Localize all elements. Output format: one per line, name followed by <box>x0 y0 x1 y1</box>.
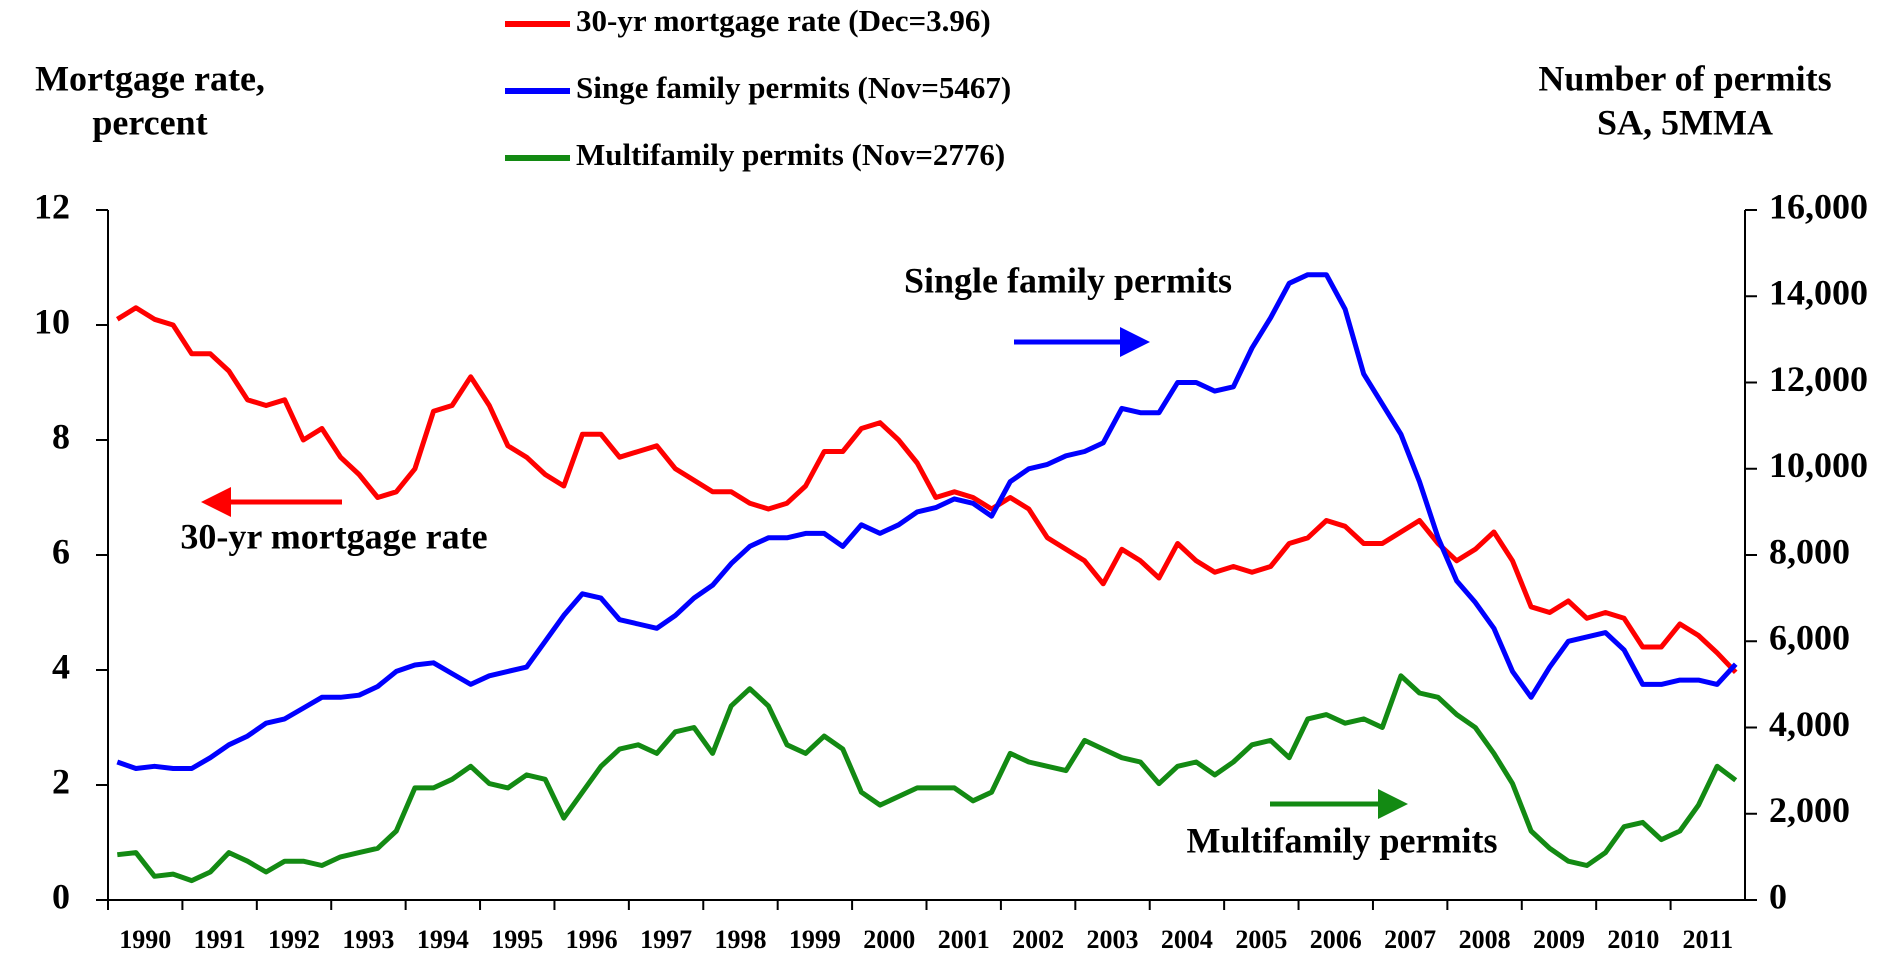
y-tick-label: 0 <box>52 876 70 916</box>
x-tick-label: 1990 <box>119 925 171 954</box>
x-tick-label: 1996 <box>566 925 618 954</box>
x-tick-label: 1997 <box>640 925 692 954</box>
x-tick-label: 2007 <box>1384 925 1436 954</box>
y-tick-label: 10 <box>34 301 70 341</box>
legend-label: Singe family permits (Nov=5467) <box>576 70 1011 105</box>
y-tick-label: 6 <box>52 531 70 571</box>
x-tick-label: 2006 <box>1310 925 1362 954</box>
series-line <box>115 305 1738 675</box>
x-tick-label: 2005 <box>1235 925 1287 954</box>
y2-tick-label: 10,000 <box>1769 445 1868 485</box>
y2-tick-label: 4,000 <box>1769 704 1850 744</box>
y2-tick-label: 12,000 <box>1769 359 1868 399</box>
legend-label: Multifamily permits (Nov=2776) <box>576 137 1005 172</box>
y2-tick-label: 6,000 <box>1769 618 1850 658</box>
x-tick-label: 2003 <box>1087 925 1139 954</box>
x-tick-label: 1995 <box>491 925 543 954</box>
x-tick-label: 2000 <box>863 925 915 954</box>
series-line <box>116 272 1738 771</box>
annotation: Multifamily permits <box>1187 820 1498 860</box>
y-tick-label: 8 <box>52 416 70 456</box>
y2-tick-label: 0 <box>1769 876 1787 916</box>
x-tick-label: 2010 <box>1607 925 1659 954</box>
y-axis-title: percent <box>92 102 207 142</box>
y-axis-title: Mortgage rate, <box>35 58 265 98</box>
y2-tick-label: 14,000 <box>1769 273 1868 313</box>
y2-tick-label: 16,000 <box>1769 186 1868 226</box>
x-tick-label: 1992 <box>268 925 320 954</box>
annotation: Single family permits <box>904 260 1232 300</box>
annotation: 30-yr mortgage rate <box>180 516 487 556</box>
y2-axis-title: Number of permits <box>1538 58 1831 98</box>
x-tick-label: 2009 <box>1533 925 1585 954</box>
x-tick-label: 2001 <box>938 925 990 954</box>
y2-tick-label: 2,000 <box>1769 790 1850 830</box>
y-tick-label: 12 <box>34 186 70 226</box>
y-tick-label: 4 <box>52 646 70 686</box>
x-tick-label: 2002 <box>1012 925 1064 954</box>
x-tick-label: 1994 <box>417 925 469 954</box>
series-line <box>117 673 1738 884</box>
x-tick-label: 1993 <box>342 925 394 954</box>
x-tick-label: 2011 <box>1683 925 1734 954</box>
x-tick-label: 2008 <box>1459 925 1511 954</box>
x-tick-label: 2004 <box>1161 925 1213 954</box>
x-tick-label: 1999 <box>789 925 841 954</box>
y2-tick-label: 8,000 <box>1769 531 1850 571</box>
y-tick-label: 2 <box>52 761 70 801</box>
x-tick-label: 1991 <box>194 925 246 954</box>
x-tick-label: 1998 <box>714 925 766 954</box>
y2-axis-title: SA, 5MMA <box>1597 102 1773 142</box>
legend-label: 30-yr mortgage rate (Dec=3.96) <box>576 3 991 38</box>
